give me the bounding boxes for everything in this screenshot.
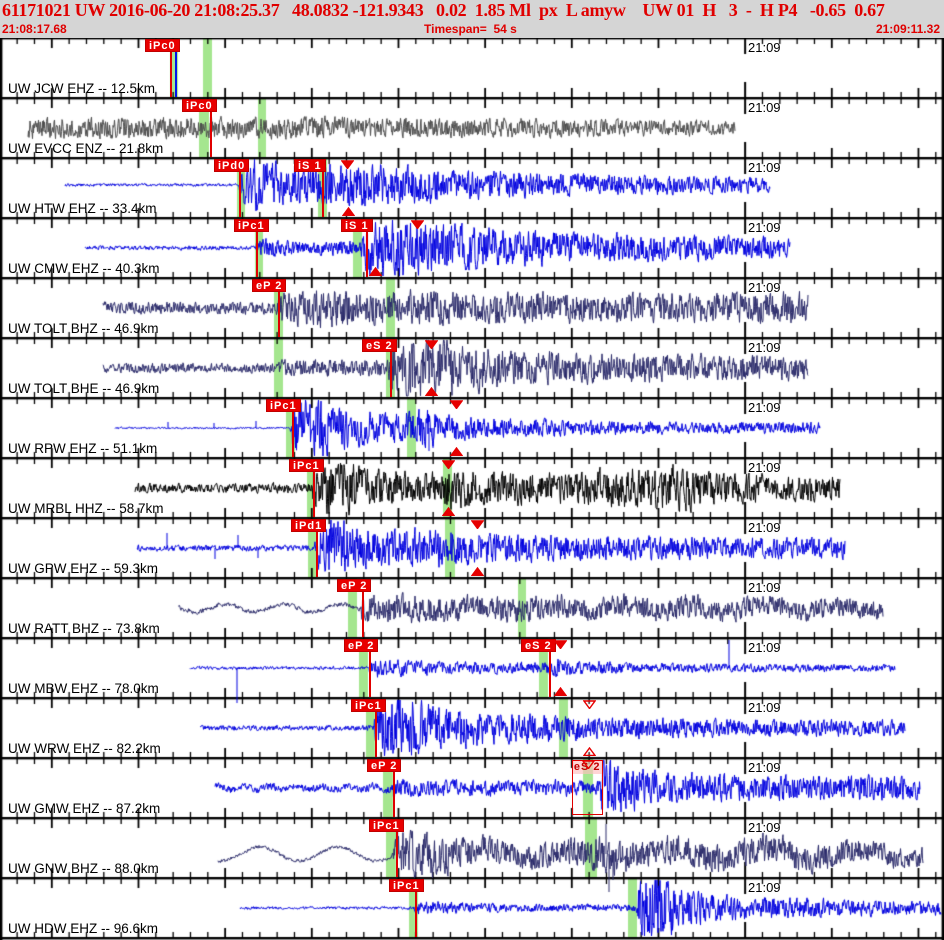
minute-label: 21:09: [748, 400, 781, 415]
phase-pick-flag[interactable]: iPc1: [289, 459, 324, 472]
station-label: UW TOLT BHZ -- 46.9km: [8, 321, 159, 336]
arrival-triangle-icon: [410, 220, 425, 230]
arrival-triangle-icon: [449, 400, 464, 410]
phase-pick-line[interactable]: [313, 459, 315, 517]
station-label: UW GMW EHZ -- 87.2km: [8, 801, 161, 816]
phase-pick-line[interactable]: [366, 219, 368, 277]
phase-pick-line[interactable]: [316, 519, 318, 577]
station-label: UW GNW BHZ -- 88.0km: [8, 861, 159, 876]
arrival-triangle-icon: [441, 506, 456, 517]
minute-label: 21:09: [748, 460, 781, 475]
station-label: UW RPW EHZ -- 51.1km: [8, 441, 158, 456]
phase-pick-flag[interactable]: eS 2: [521, 639, 556, 652]
minute-label: 21:09: [748, 580, 781, 595]
minute-label: 21:09: [748, 700, 781, 715]
minute-label: 21:09: [748, 820, 781, 835]
arrival-triangle-icon: [470, 566, 485, 577]
window-end-time: 21:09:11.32: [875, 22, 940, 36]
event-summary-line: 61171021 UW 2016-06-20 21:08:25.37 48.08…: [2, 0, 885, 20]
phase-pick-flag[interactable]: iPc1: [266, 399, 301, 412]
phase-pick-line[interactable]: [369, 639, 371, 697]
phase-pick-line[interactable]: [362, 579, 364, 637]
station-label: UW MRBL HHZ -- 58.7km: [8, 501, 164, 516]
minute-label: 21:09: [748, 220, 781, 235]
arrival-triangle-icon: [424, 386, 439, 397]
phase-pick-flag[interactable]: iS 1: [341, 219, 373, 232]
phase-pick-line[interactable]: [375, 699, 377, 757]
station-label: UW HTW EHZ -- 33.4km: [8, 201, 157, 216]
phase-pick-line[interactable]: [278, 279, 280, 337]
minute-label: 21:09: [748, 760, 781, 775]
timespan-label: Timespan= 54 s: [424, 22, 517, 36]
phase-pick-flag[interactable]: iS 1: [294, 159, 326, 172]
arrival-triangle-icon: [424, 340, 439, 350]
minute-label: 21:09: [748, 640, 781, 655]
phase-pick-line[interactable]: [322, 159, 324, 217]
minute-label: 21:09: [748, 160, 781, 175]
window-start-time: 21:08:17.68: [2, 22, 67, 36]
phase-pick-line[interactable]: [292, 399, 294, 457]
phase-pick-flag[interactable]: iPc0: [145, 39, 180, 52]
phase-pick-flag[interactable]: iPd0: [214, 159, 250, 172]
arrival-triangle-icon: [340, 160, 355, 170]
arrival-triangle-icon: [553, 640, 568, 650]
arrival-triangle-icon: [553, 686, 568, 697]
phase-pick-line[interactable]: [549, 639, 551, 697]
arrival-triangle-icon: [341, 206, 356, 217]
arrival-triangle-icon: [582, 700, 597, 710]
phase-pick-flag[interactable]: eP 2: [252, 279, 287, 292]
minute-label: 21:09: [748, 40, 781, 55]
phase-pick-line[interactable]: [210, 99, 212, 157]
station-label: UW MBW EHZ -- 78.0km: [8, 681, 159, 696]
phase-pick-flag[interactable]: iPc1: [389, 879, 424, 892]
station-label: UW TOLT BHE -- 46.9km: [8, 381, 160, 396]
station-label: UW JCW EHZ -- 12.5km: [8, 81, 155, 96]
arrival-triangle-icon: [581, 760, 596, 770]
station-label: UW RATT BHZ -- 73.8km: [8, 621, 160, 636]
station-label: UW WRW EHZ -- 82.2km: [8, 741, 161, 756]
phase-pick-line[interactable]: [393, 759, 395, 817]
arrival-triangle-icon: [368, 266, 383, 277]
phase-pick-line[interactable]: [415, 879, 417, 937]
header-bar: 61171021 UW 2016-06-20 21:08:25.37 48.08…: [0, 0, 944, 38]
station-label: UW EVCC ENZ -- 21.8km: [8, 141, 164, 156]
phase-pick-line[interactable]: [256, 219, 258, 277]
phase-pick-line[interactable]: [396, 819, 398, 877]
phase-pick-flag[interactable]: iPc1: [369, 819, 404, 832]
minute-label: 21:09: [748, 100, 781, 115]
minute-label: 21:09: [748, 340, 781, 355]
arrival-triangle-icon: [582, 746, 597, 757]
trace-clip-line: [175, 39, 177, 97]
arrival-triangle-icon: [470, 520, 485, 530]
phase-pick-line[interactable]: [170, 39, 172, 97]
phase-pick-flag[interactable]: eP 2: [367, 759, 402, 772]
phase-pick-flag[interactable]: eS 2: [362, 339, 397, 352]
phase-pick-flag[interactable]: eP 2: [337, 579, 372, 592]
phase-pick-line[interactable]: [239, 159, 241, 217]
station-label: UW CMW EHZ -- 40.3km: [8, 261, 160, 276]
arrival-triangle-icon: [449, 446, 464, 457]
phase-pick-line[interactable]: [390, 339, 392, 397]
station-label: UW GPW EHZ -- 59.3km: [8, 561, 159, 576]
phase-pick-flag[interactable]: iPc1: [351, 699, 386, 712]
phase-pick-flag[interactable]: iPc0: [182, 99, 217, 112]
phase-pick-flag[interactable]: iPc1: [234, 219, 269, 232]
minute-label: 21:09: [748, 520, 781, 535]
phase-pick-flag[interactable]: iPd1: [291, 519, 327, 532]
phase-pick-flag[interactable]: eP 2: [344, 639, 379, 652]
minute-label: 21:09: [748, 280, 781, 295]
arrival-triangle-icon: [441, 460, 456, 470]
station-label: UW HDW EHZ -- 96.6km: [8, 921, 158, 936]
minute-label: 21:09: [748, 880, 781, 895]
